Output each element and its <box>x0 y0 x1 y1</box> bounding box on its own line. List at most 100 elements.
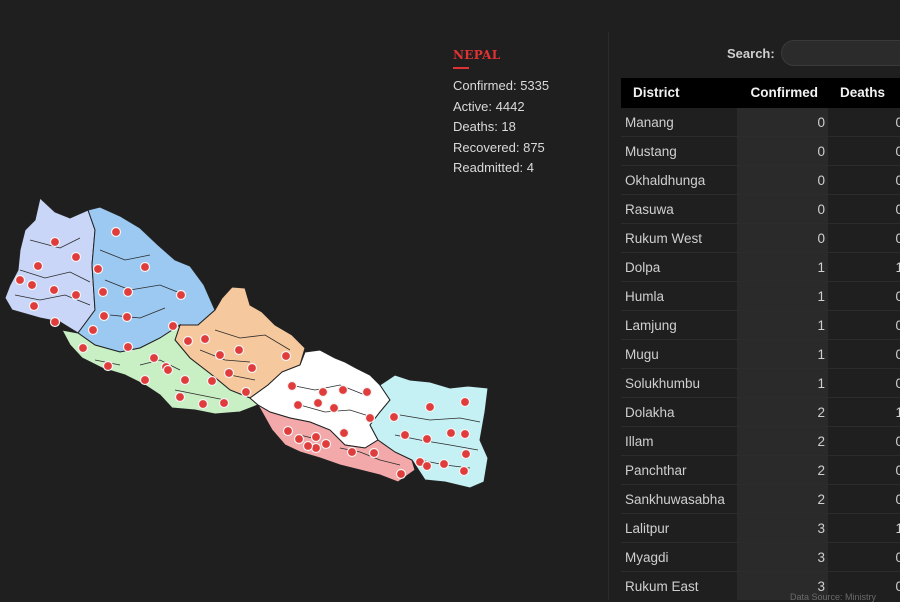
cell-district: Dolakha <box>621 397 737 427</box>
case-dot[interactable] <box>102 360 114 372</box>
case-dot[interactable] <box>460 448 472 460</box>
case-dot[interactable] <box>364 412 376 424</box>
cell-deaths: 0 <box>828 107 900 137</box>
table-row[interactable]: Illam 2 0 <box>621 426 900 456</box>
case-dot[interactable] <box>286 380 298 392</box>
case-dot[interactable] <box>310 431 322 443</box>
case-dot[interactable] <box>233 344 245 356</box>
cell-district: Panchthar <box>621 455 737 485</box>
case-dot[interactable] <box>14 274 26 286</box>
table-row[interactable]: Myagdi 3 0 <box>621 542 900 572</box>
case-dot[interactable] <box>424 401 436 413</box>
table-row[interactable]: Manang 0 0 <box>621 107 900 137</box>
case-dot[interactable] <box>26 279 38 291</box>
case-dot[interactable] <box>48 284 60 296</box>
case-dot[interactable] <box>302 440 314 452</box>
case-dot[interactable] <box>293 433 305 445</box>
case-dot[interactable] <box>70 289 82 301</box>
case-dot[interactable] <box>399 429 411 441</box>
case-dot[interactable] <box>361 386 373 398</box>
table-row[interactable]: Rukum East 3 0 <box>621 571 900 600</box>
district-table-container[interactable]: District Confirmed Deaths Manang 0 0 Mustan… <box>621 78 900 600</box>
column-header-confirmed[interactable]: Confirmed <box>737 78 828 108</box>
nepal-map[interactable] <box>0 190 500 500</box>
case-dot[interactable] <box>459 396 471 408</box>
cell-district: Rukum West <box>621 223 737 253</box>
case-dot[interactable] <box>317 386 329 398</box>
table-row[interactable]: Mugu 1 0 <box>621 339 900 369</box>
table-row[interactable]: Okhaldhunga 0 0 <box>621 165 900 195</box>
case-dot[interactable] <box>223 367 235 379</box>
case-dot[interactable] <box>458 465 470 477</box>
case-dot[interactable] <box>182 335 194 347</box>
column-header-district[interactable]: District <box>621 78 737 108</box>
case-dot[interactable] <box>49 236 61 248</box>
nepal-map-svg[interactable] <box>0 190 500 500</box>
case-dot[interactable] <box>98 310 110 322</box>
case-dot[interactable] <box>179 374 191 386</box>
province-madhesh[interactable] <box>256 403 416 483</box>
case-dot[interactable] <box>92 263 104 275</box>
case-dot[interactable] <box>346 446 358 458</box>
case-dot[interactable] <box>421 460 433 472</box>
case-dot[interactable] <box>312 397 324 409</box>
case-dot[interactable] <box>121 311 133 323</box>
table-row[interactable]: Lamjung 1 0 <box>621 310 900 340</box>
case-dot[interactable] <box>139 261 151 273</box>
case-dot[interactable] <box>337 384 349 396</box>
case-dot[interactable] <box>218 397 230 409</box>
case-dot[interactable] <box>338 427 350 439</box>
cell-confirmed: 1 <box>737 252 828 282</box>
case-dot[interactable] <box>70 251 82 263</box>
case-dot[interactable] <box>77 342 89 354</box>
case-dot[interactable] <box>97 286 109 298</box>
table-row[interactable]: Panchthar 2 0 <box>621 455 900 485</box>
case-dot[interactable] <box>148 352 160 364</box>
table-row[interactable]: Dolpa 1 1 <box>621 252 900 282</box>
case-dot[interactable] <box>421 433 433 445</box>
case-dot[interactable] <box>197 398 209 410</box>
case-dot[interactable] <box>162 364 174 376</box>
table-row[interactable]: Lalitpur 3 1 <box>621 513 900 543</box>
case-dot[interactable] <box>122 286 134 298</box>
table-row[interactable]: Mustang 0 0 <box>621 136 900 166</box>
case-dot[interactable] <box>388 411 400 423</box>
case-dot[interactable] <box>438 458 450 470</box>
case-dot[interactable] <box>282 425 294 437</box>
case-dot[interactable] <box>175 289 187 301</box>
column-header-deaths[interactable]: Deaths <box>828 78 900 108</box>
case-dot[interactable] <box>167 320 179 332</box>
table-row[interactable]: Rukum West 0 0 <box>621 223 900 253</box>
case-dot[interactable] <box>214 349 226 361</box>
case-dot[interactable] <box>445 427 457 439</box>
province-sudurpashchim[interactable] <box>4 197 96 334</box>
case-dot[interactable] <box>206 375 218 387</box>
case-dot[interactable] <box>395 468 407 480</box>
case-dot[interactable] <box>459 428 471 440</box>
table-row[interactable]: Humla 1 0 <box>621 281 900 311</box>
table-row[interactable]: Rasuwa 0 0 <box>621 194 900 224</box>
case-dot[interactable] <box>292 399 304 411</box>
case-dot[interactable] <box>246 362 258 374</box>
cell-deaths: 0 <box>828 165 900 195</box>
case-dot[interactable] <box>32 260 44 272</box>
table-row[interactable]: Dolakha 2 1 <box>621 397 900 427</box>
case-dot[interactable] <box>87 324 99 336</box>
search-input[interactable] <box>781 40 900 66</box>
case-dot[interactable] <box>174 391 186 403</box>
table-row[interactable]: Sankhuwasabha 2 0 <box>621 484 900 514</box>
case-dot[interactable] <box>28 300 40 312</box>
case-dot[interactable] <box>368 447 380 459</box>
table-row[interactable]: Solukhumbu 1 0 <box>621 368 900 398</box>
case-dot[interactable] <box>110 226 122 238</box>
case-dot[interactable] <box>240 386 252 398</box>
case-dot[interactable] <box>139 374 151 386</box>
case-dot[interactable] <box>49 316 61 328</box>
case-dot[interactable] <box>199 333 211 345</box>
panel-divider <box>608 32 609 600</box>
case-dot[interactable] <box>328 402 340 414</box>
case-dot[interactable] <box>280 350 292 362</box>
case-dot[interactable] <box>122 341 134 353</box>
case-dot[interactable] <box>320 438 332 450</box>
province-koshi[interactable] <box>369 374 489 489</box>
